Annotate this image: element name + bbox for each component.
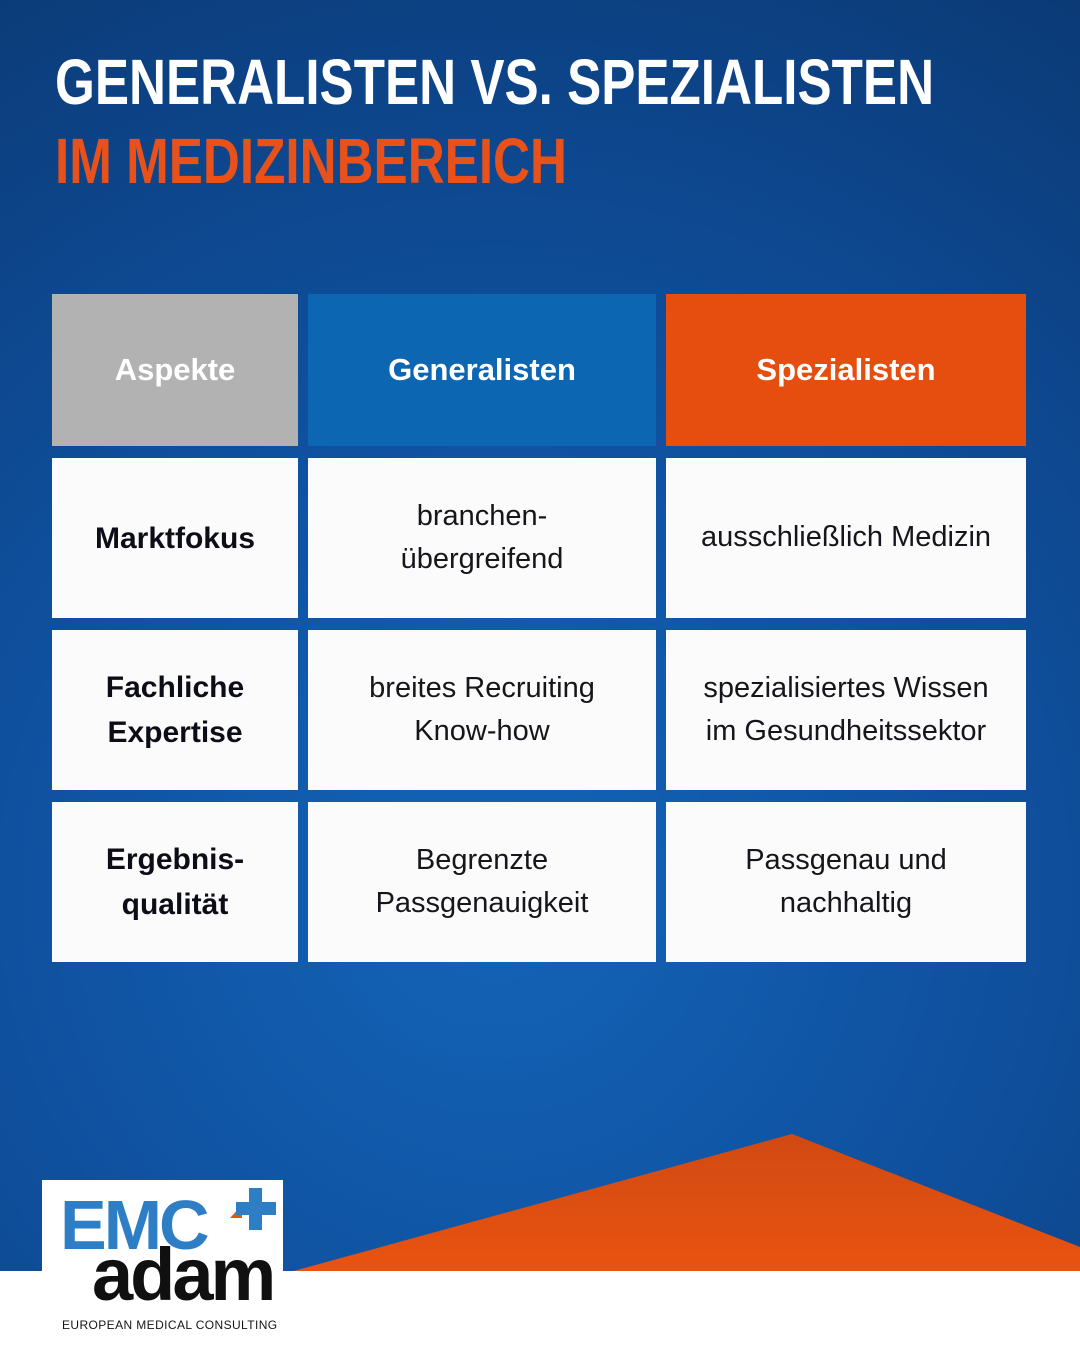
cell-aspect-ergebnis: Ergebnis- qualität <box>52 802 298 962</box>
comparison-table: Aspekte Generalisten Spezialisten Marktf… <box>52 294 1026 962</box>
table-header-spezialisten: Spezialisten <box>666 294 1026 446</box>
logo-emc-text: EMC <box>60 1186 210 1264</box>
title-block: GENERALISTEN VS. SPEZIALISTEN IM MEDIZIN… <box>55 50 1080 193</box>
cell-generalist-marktfokus: branchen- übergreifend <box>308 458 656 618</box>
emc-adam-logo: EMC adam EUROPEAN MEDICAL CONSULTING <box>42 1180 283 1350</box>
cell-aspect-marktfokus: Marktfokus <box>52 458 298 618</box>
cell-generalist-expertise: breites Recruiting Know-how <box>308 630 656 790</box>
mountain-graphic <box>290 1134 1080 1272</box>
cell-specialist-expertise: spezialisiertes Wissen im Gesundheitssek… <box>666 630 1026 790</box>
cell-aspect-expertise: Fachliche Expertise <box>52 630 298 790</box>
logo-adam-text: adam <box>92 1233 276 1316</box>
table-header-aspekte: Aspekte <box>52 294 298 446</box>
medical-plus-icon <box>230 1188 276 1230</box>
page-subtitle: IM MEDIZINBEREICH <box>55 125 567 197</box>
table-header-generalisten: Generalisten <box>308 294 656 446</box>
cell-specialist-ergebnis: Passgenau und nachhaltig <box>666 802 1026 962</box>
cell-generalist-ergebnis: Begrenzte Passgenauigkeit <box>308 802 656 962</box>
cell-specialist-marktfokus: ausschließlich Medizin <box>666 458 1026 618</box>
page-title: GENERALISTEN VS. SPEZIALISTEN <box>55 46 935 118</box>
logo-tagline: EUROPEAN MEDICAL CONSULTING <box>62 1318 278 1332</box>
